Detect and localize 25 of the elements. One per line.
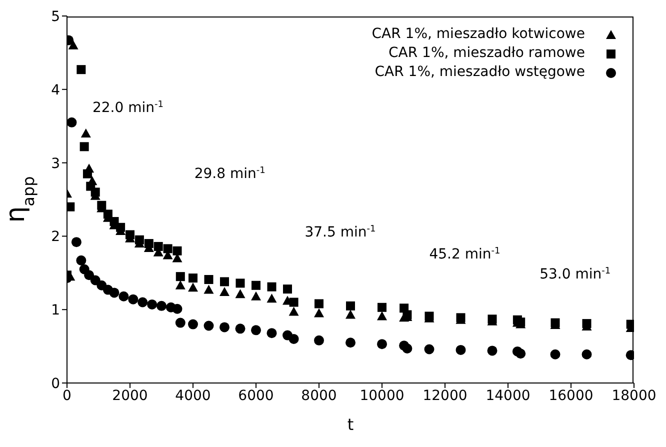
legend-label: CAR 1%, mieszadło kotwicowe (372, 25, 585, 44)
y-tick-label: 4 (51, 82, 60, 98)
x-tick-label: 2000 (112, 388, 148, 404)
annotation: 53.0 min$^{-1}$ (540, 266, 611, 283)
y-tick-label: 1 (51, 302, 60, 319)
y-tick-label: 2 (51, 229, 60, 246)
y-tick-label: 0 (51, 376, 60, 392)
x-tick-label: 18000 (612, 388, 656, 404)
y-tick-label: 5 (51, 8, 60, 25)
annotation: 37.5 min$^{-1}$ (304, 224, 376, 241)
x-axis-title: t (347, 415, 354, 434)
x-tick-label: 4000 (175, 388, 211, 404)
annotation: 29.8 min$^{-1}$ (194, 166, 266, 182)
x-tick-label: 10000 (360, 388, 404, 404)
annotation: 45.2 min$^{-1}$ (429, 246, 500, 263)
x-tick-label: 16000 (548, 388, 594, 404)
legend-label: CAR 1%, mieszadło wstęgowe (374, 63, 585, 82)
legend-label: CAR 1%, mieszadło ramowe (388, 44, 585, 63)
x-tick-label: 0 (62, 388, 72, 404)
x-tick-label: 12000 (422, 388, 468, 404)
x-tick-label: 8000 (301, 388, 337, 404)
x-tick-label: 6000 (238, 388, 274, 404)
annotation: 22.0 min$^{-1}$ (92, 100, 164, 116)
x-tick-label: 14000 (486, 388, 530, 404)
y-tick-label: 3 (51, 156, 60, 172)
